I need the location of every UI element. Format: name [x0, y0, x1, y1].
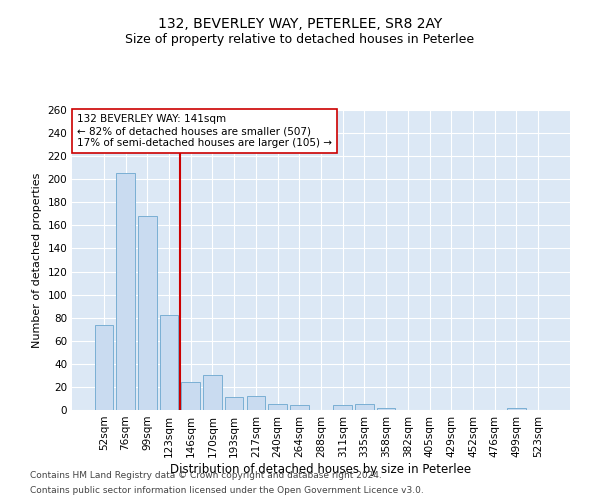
- Bar: [377, 408, 395, 410]
- Bar: [116, 174, 135, 410]
- Bar: [95, 324, 113, 410]
- Bar: [181, 382, 200, 410]
- Bar: [203, 376, 221, 410]
- Text: 132, BEVERLEY WAY, PETERLEE, SR8 2AY: 132, BEVERLEY WAY, PETERLEE, SR8 2AY: [158, 18, 442, 32]
- Bar: [507, 408, 526, 410]
- Bar: [160, 316, 178, 410]
- Y-axis label: Number of detached properties: Number of detached properties: [32, 172, 42, 348]
- Bar: [334, 406, 352, 410]
- Bar: [225, 398, 244, 410]
- Bar: [138, 216, 157, 410]
- Bar: [247, 396, 265, 410]
- Text: 132 BEVERLEY WAY: 141sqm
← 82% of detached houses are smaller (507)
17% of semi-: 132 BEVERLEY WAY: 141sqm ← 82% of detach…: [77, 114, 332, 148]
- X-axis label: Distribution of detached houses by size in Peterlee: Distribution of detached houses by size …: [170, 462, 472, 475]
- Bar: [268, 404, 287, 410]
- Bar: [290, 406, 308, 410]
- Text: Size of property relative to detached houses in Peterlee: Size of property relative to detached ho…: [125, 32, 475, 46]
- Text: Contains public sector information licensed under the Open Government Licence v3: Contains public sector information licen…: [30, 486, 424, 495]
- Bar: [355, 404, 374, 410]
- Text: Contains HM Land Registry data © Crown copyright and database right 2024.: Contains HM Land Registry data © Crown c…: [30, 471, 382, 480]
